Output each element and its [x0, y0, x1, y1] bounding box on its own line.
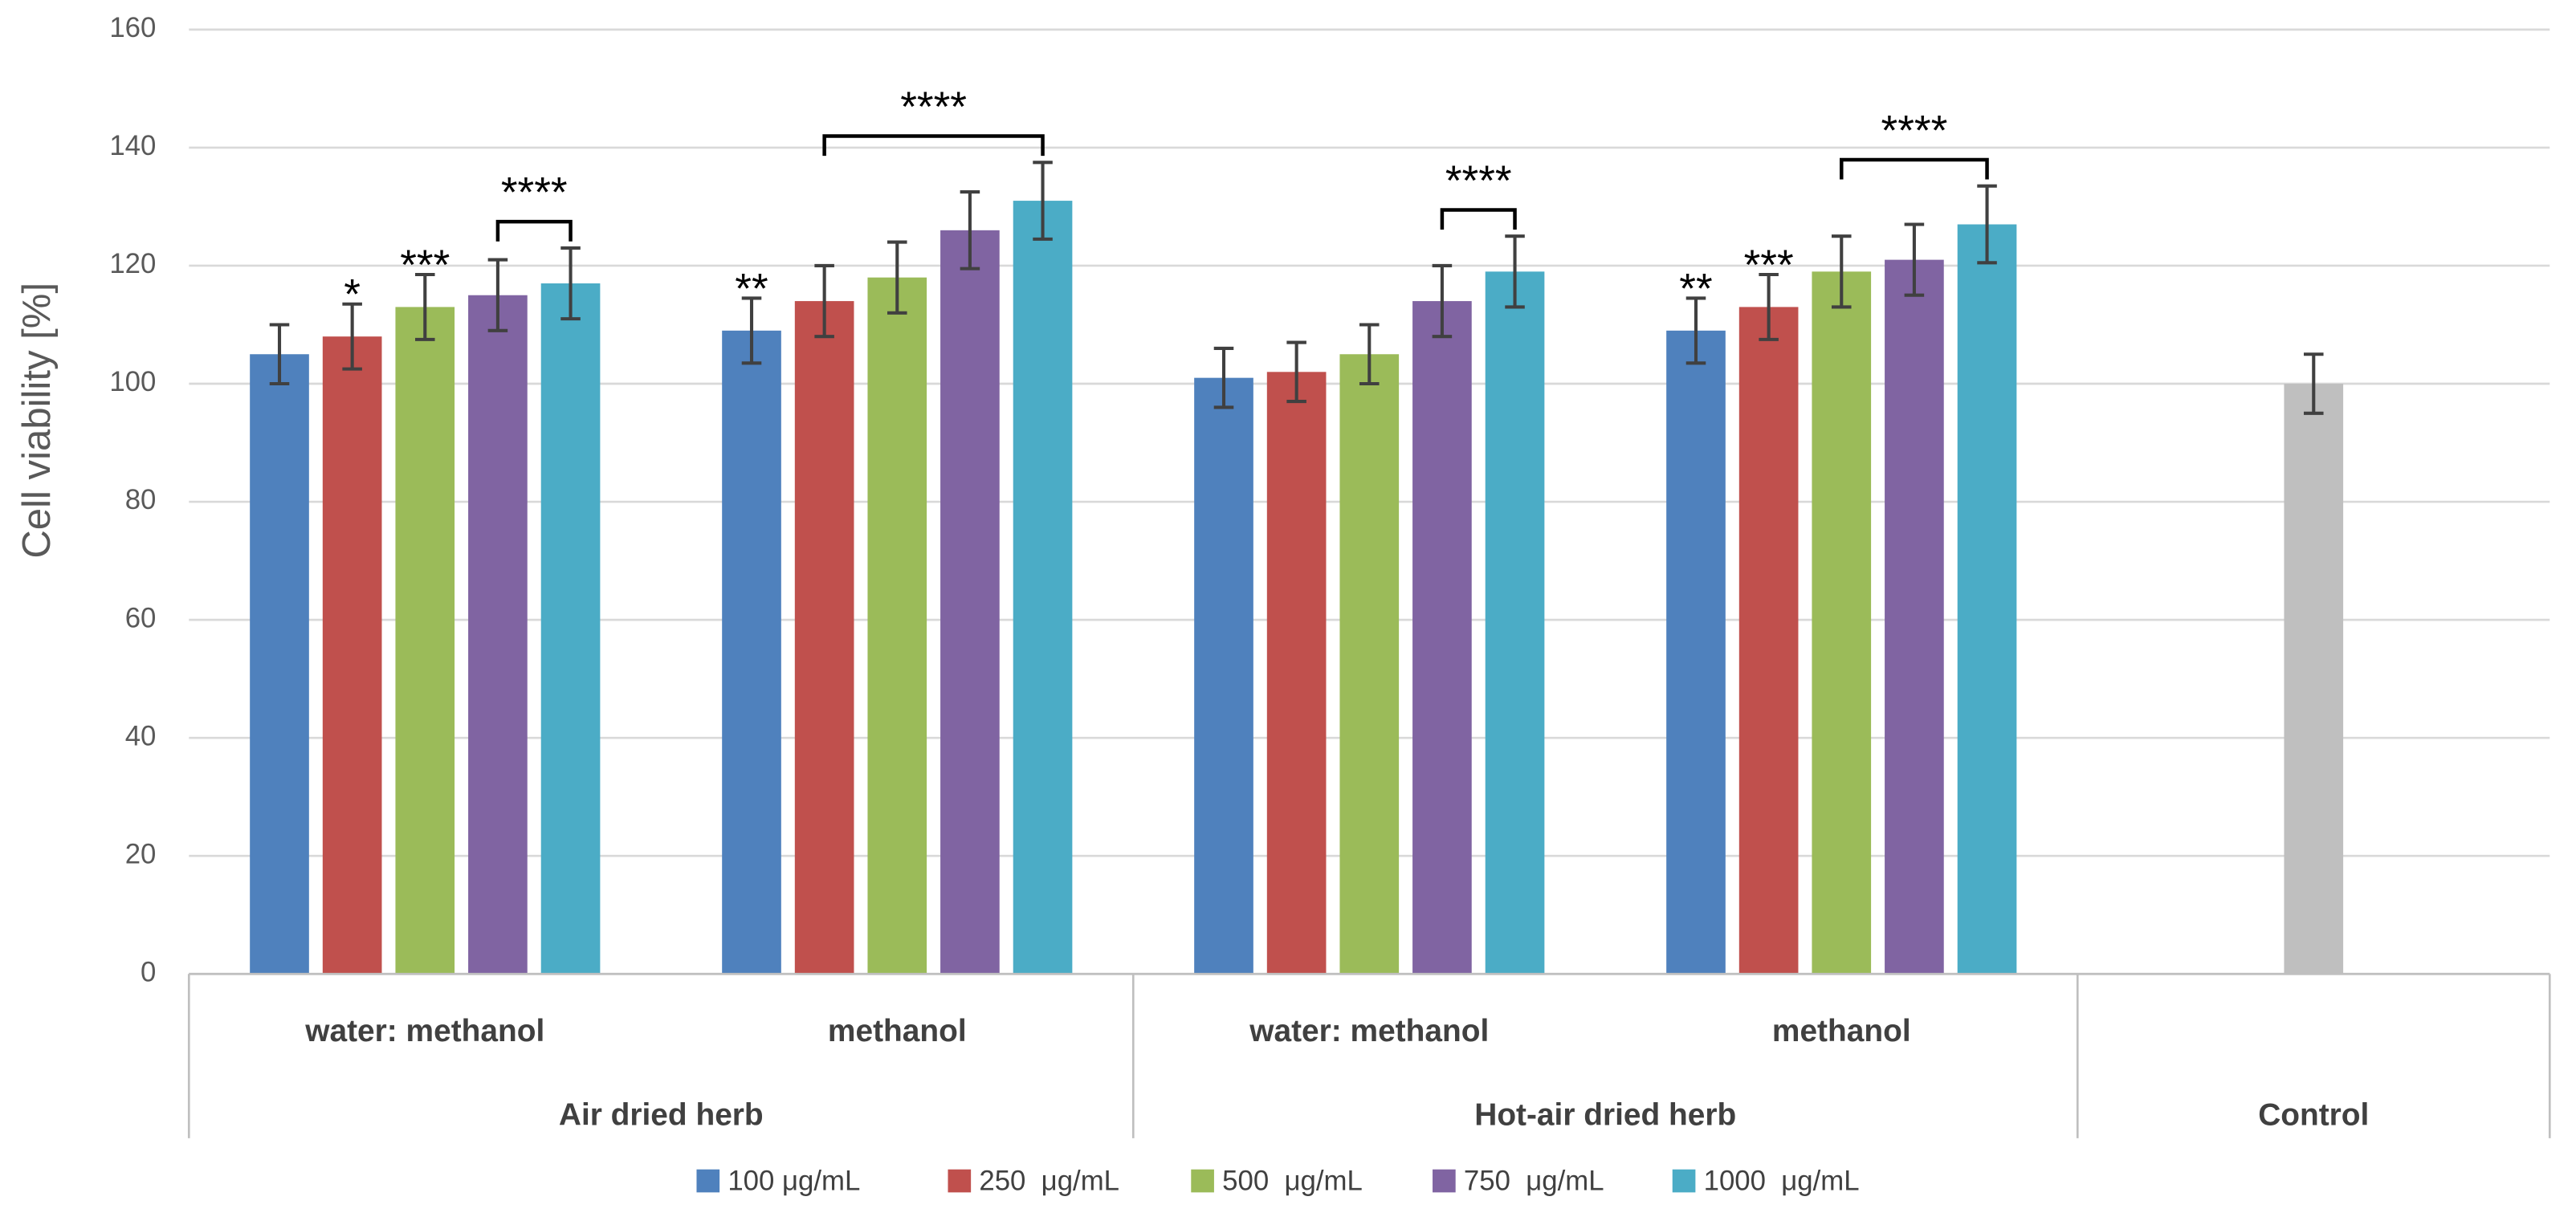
- significance-bracket: [495, 219, 573, 242]
- group-label: Hot-air dried herb: [1474, 1098, 1736, 1133]
- bar: [722, 330, 781, 975]
- legend-label: 100 μg/mL: [728, 1166, 860, 1196]
- error-bar: [269, 323, 290, 386]
- error-bar: [1831, 234, 1852, 309]
- bar: [540, 283, 601, 975]
- significance-label: ****: [900, 83, 967, 131]
- error-bar: [560, 246, 581, 321]
- bar: [1666, 330, 1726, 975]
- significance-bracket: [822, 134, 1045, 157]
- significance-label: ***: [1744, 242, 1794, 289]
- y-tick-label: 60: [125, 603, 157, 633]
- group-label: Air dried herb: [559, 1098, 764, 1133]
- y-tick-label: 0: [141, 957, 156, 987]
- error-bar: [487, 258, 508, 332]
- significance-label: ****: [1881, 107, 1948, 154]
- legend-swatch: [948, 1169, 972, 1193]
- error-bar: [2303, 352, 2324, 415]
- error-bar: [1213, 346, 1234, 409]
- legend-label: 250 μg/mL: [979, 1166, 1119, 1196]
- error-bar: [1904, 222, 1925, 297]
- legend-swatch: [696, 1169, 720, 1193]
- control-bar: [2284, 384, 2344, 975]
- bar: [1194, 377, 1253, 975]
- legend-swatch: [1672, 1169, 1696, 1193]
- error-bar: [342, 302, 362, 371]
- bar: [468, 295, 528, 975]
- significance-label: ***: [400, 242, 450, 289]
- significance-label: *: [344, 271, 361, 319]
- x-tick-label: methanol: [1772, 1014, 1911, 1048]
- bar: [1339, 354, 1400, 975]
- bar: [1013, 201, 1073, 975]
- error-bar: [814, 263, 834, 339]
- error-bar: [1033, 161, 1053, 241]
- bar: [1266, 372, 1327, 975]
- legend-swatch: [1433, 1169, 1456, 1193]
- significance-bracket: [1440, 208, 1517, 230]
- x-tick-label: methanol: [828, 1014, 967, 1048]
- y-tick-label: 120: [109, 249, 156, 279]
- group-label: Control: [2258, 1098, 2369, 1133]
- legend-label: 500 μg/mL: [1222, 1166, 1363, 1196]
- error-bar: [1359, 323, 1380, 386]
- x-tick-label: water: methanol: [304, 1014, 544, 1048]
- bar: [1412, 301, 1472, 975]
- error-bar: [1432, 263, 1453, 339]
- bar: [1812, 271, 1872, 975]
- bar: [395, 307, 455, 975]
- y-tick-label: 100: [109, 367, 156, 397]
- significance-label: ****: [1445, 157, 1512, 205]
- legend-swatch: [1191, 1169, 1214, 1193]
- bar: [1738, 307, 1799, 975]
- error-bar: [1977, 184, 1997, 265]
- bar: [940, 230, 1000, 975]
- significance-label: **: [735, 265, 768, 312]
- error-bar: [1505, 234, 1525, 309]
- bar: [250, 354, 309, 975]
- significance-label: ****: [501, 169, 568, 216]
- x-tick-label: water: methanol: [1249, 1014, 1489, 1048]
- y-tick-label: 20: [125, 839, 157, 869]
- bar: [867, 277, 927, 975]
- error-bar: [1759, 272, 1779, 341]
- bar: [322, 336, 382, 975]
- legend-label: 750 μg/mL: [1464, 1166, 1604, 1196]
- legend-label: 1000 μg/mL: [1704, 1166, 1860, 1196]
- y-axis-label: Cell viability [%]: [15, 283, 59, 559]
- error-bar: [960, 190, 980, 271]
- y-tick-label: 160: [109, 13, 156, 43]
- error-bar: [1685, 296, 1706, 365]
- y-tick-label: 140: [109, 131, 156, 161]
- error-bar: [1286, 340, 1306, 404]
- error-bar: [887, 240, 907, 315]
- significance-label: **: [1679, 265, 1712, 312]
- error-bar: [741, 296, 762, 365]
- bar: [1885, 259, 1944, 975]
- bar: [1485, 271, 1545, 975]
- error-bar: [415, 272, 435, 341]
- y-tick-label: 40: [125, 721, 157, 751]
- bar: [1957, 224, 2017, 975]
- y-tick-label: 80: [125, 485, 157, 515]
- bar: [794, 301, 854, 975]
- significance-bracket: [1840, 157, 1989, 180]
